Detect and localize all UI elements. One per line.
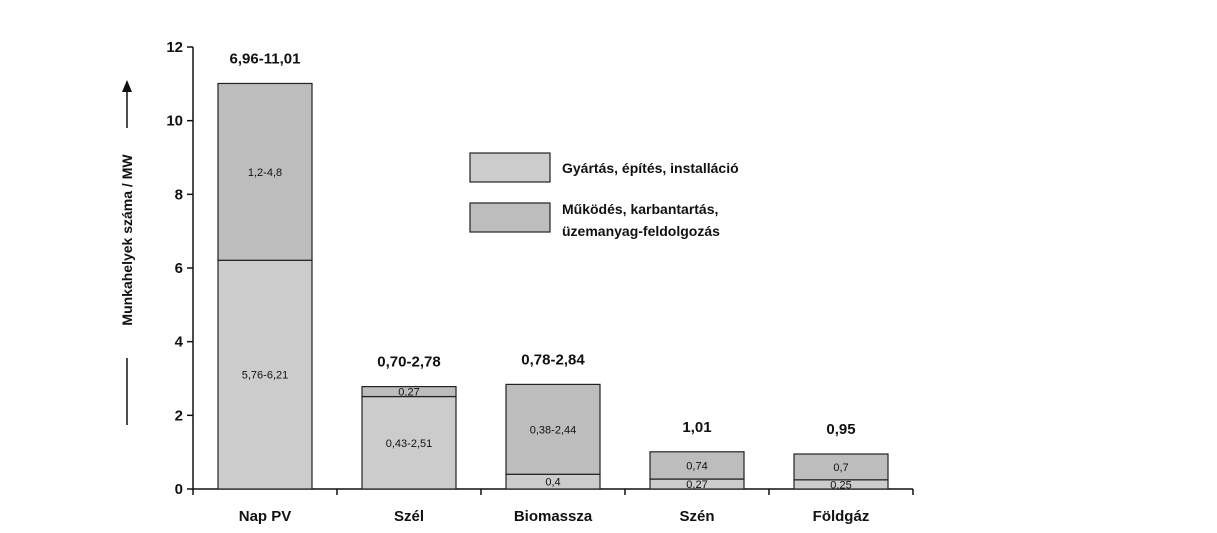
legend: Gyártás, építés, installáció Működés, kar… — [469, 152, 739, 239]
bar-total-label: 6,96-11,01 — [230, 50, 301, 67]
legend-label-operation-line2: üzemanyag-feldolgozás — [562, 223, 720, 239]
segment-value-label: 0,25 — [830, 479, 851, 491]
y-tick-label: 10 — [166, 113, 183, 130]
segment-value-label: 0,27 — [686, 479, 707, 491]
segment-value-label: 0,43-2,51 — [386, 438, 432, 450]
segment-value-label: 0,74 — [686, 460, 707, 472]
y-tick-label: 0 — [175, 481, 183, 498]
y-tick-label: 4 — [175, 334, 184, 351]
y-tick-label: 2 — [175, 407, 183, 424]
x-category-label: Földgáz — [813, 508, 870, 525]
bar-segment-operation — [649, 451, 745, 480]
bar-segment-operation — [793, 453, 889, 481]
segment-value-label: 5,76-6,21 — [242, 370, 288, 382]
bars: 5,76-6,21 1,2-4,8 6,96-11,01 Nap PV 0,43-2,5… — [217, 50, 889, 525]
segment-value-label: 0,4 — [545, 477, 560, 489]
y-tick-label: 12 — [166, 39, 183, 56]
legend-swatch-production — [469, 152, 551, 183]
bar-total-label: 1,01 — [682, 419, 711, 436]
bar-total-label: 0,78-2,84 — [521, 351, 585, 368]
segment-value-label: 1,2-4,8 — [248, 167, 282, 179]
x-category-label: Szén — [679, 508, 714, 525]
bar-segment-operation — [505, 383, 601, 475]
bar-segment-production — [217, 259, 313, 490]
y-tick-label: 6 — [175, 260, 183, 277]
bar-total-label: 0,70-2,78 — [377, 354, 440, 371]
y-axis-label: Munkahelyek száma / MW — [119, 154, 135, 326]
legend-swatch-operation — [469, 202, 551, 233]
legend-label-production: Gyártás, építés, installáció — [562, 160, 739, 176]
segment-value-label: 0,27 — [398, 387, 419, 399]
y-axis-label-group: Munkahelyek száma / MW — [119, 80, 135, 425]
bar-segment-production — [361, 395, 457, 490]
x-category-label: Nap PV — [239, 508, 292, 525]
x-category-label: Biomassza — [514, 508, 593, 525]
bar-segment-operation — [217, 82, 313, 261]
bar-total-label: 0,95 — [826, 421, 855, 438]
y-axis-arrow-icon — [122, 80, 132, 92]
x-category-label: Szél — [394, 508, 424, 525]
segment-value-label: 0,38-2,44 — [530, 424, 576, 436]
legend-label-operation-line1: Működés, karbantartás, — [562, 201, 718, 217]
segment-value-label: 0,7 — [833, 462, 848, 474]
y-tick-label: 8 — [175, 186, 183, 203]
bar-segment-operation — [361, 386, 457, 398]
